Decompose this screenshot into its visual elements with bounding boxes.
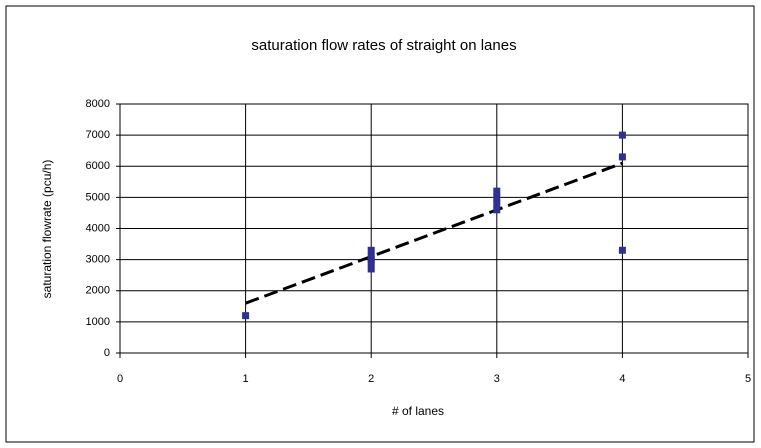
y-tick-label: 8000	[86, 98, 110, 110]
chart-title: saturation flow rates of straight on lan…	[251, 37, 516, 54]
x-tick-label: 1	[243, 373, 249, 385]
x-tick-label: 4	[619, 373, 625, 385]
y-tick-label: 2000	[86, 285, 110, 297]
point	[367, 265, 375, 273]
x-tick-label: 2	[368, 373, 374, 385]
point	[618, 246, 626, 254]
x-axis-label: # of lanes	[392, 404, 444, 418]
y-tick-label: 6000	[86, 160, 110, 172]
trendline	[245, 161, 623, 305]
y-tick-label: 5000	[86, 191, 110, 203]
point	[618, 131, 626, 139]
y-tick-label: 4000	[86, 222, 110, 234]
point	[367, 246, 375, 254]
y-axis-label: saturation flowrate (pcu/h)	[40, 160, 54, 299]
y-tick-label: 1000	[86, 316, 110, 328]
point	[618, 153, 626, 161]
y-tick-label: 0	[104, 347, 110, 359]
point	[493, 200, 501, 208]
y-tick-label: 3000	[86, 254, 110, 266]
point	[493, 206, 501, 214]
point	[242, 312, 250, 320]
y-tick-label: 7000	[86, 129, 110, 141]
x-tick-label: 3	[494, 373, 500, 385]
point	[493, 193, 501, 201]
x-tick-label: 5	[745, 373, 751, 385]
point	[367, 253, 375, 261]
x-tick-label: 0	[117, 373, 123, 385]
point	[493, 187, 501, 195]
